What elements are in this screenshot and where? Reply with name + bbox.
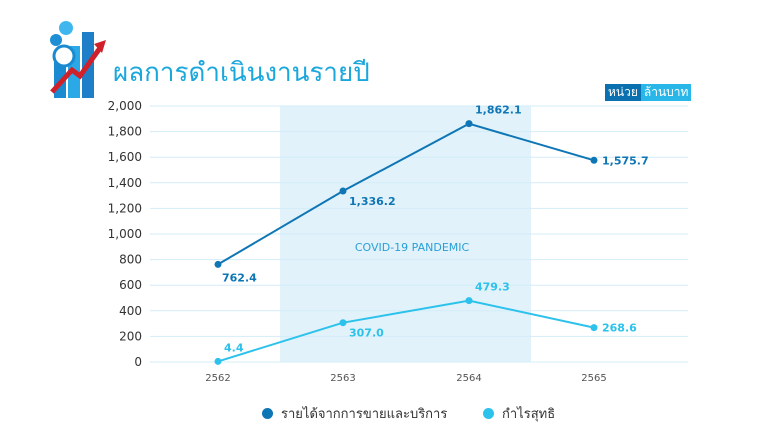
y-tick-label: 800 bbox=[119, 253, 142, 267]
data-label: 268.6 bbox=[602, 322, 637, 335]
legend-dot-revenue bbox=[262, 408, 273, 419]
series-line-revenue bbox=[217, 122, 595, 266]
y-tick-label: 1,200 bbox=[108, 201, 142, 215]
page-title: ผลการดำเนินงานรายปี bbox=[113, 58, 370, 88]
x-tick-label: 2564 bbox=[456, 373, 481, 384]
x-tick-label: 2562 bbox=[205, 373, 230, 384]
y-tick-label: 200 bbox=[119, 329, 142, 343]
data-point bbox=[214, 357, 222, 365]
data-point bbox=[590, 156, 598, 164]
legend-label-profit: กำไรสุทธิ bbox=[502, 407, 556, 422]
chart-legend: รายได้จากการขายและบริการ กำไรสุทธิ bbox=[0, 403, 780, 423]
y-tick-label: 1,400 bbox=[108, 176, 142, 190]
legend-dot-profit bbox=[483, 408, 494, 419]
data-point bbox=[465, 120, 473, 128]
y-tick-label: 1,000 bbox=[108, 227, 142, 241]
y-tick-label: 0 bbox=[134, 355, 142, 369]
y-tick-label: 2,000 bbox=[108, 99, 142, 113]
data-point bbox=[339, 187, 347, 195]
data-point bbox=[339, 319, 347, 327]
data-label: 762.4 bbox=[222, 271, 257, 284]
unit-badge: หน่วย ล้านบาท bbox=[605, 84, 692, 101]
series-line-profit bbox=[217, 299, 595, 363]
covid-band-label: COVID-19 PANDEMIC bbox=[355, 241, 470, 254]
legend-label-revenue: รายได้จากการขายและบริการ bbox=[281, 407, 448, 422]
y-tick-label: 1,600 bbox=[108, 150, 142, 164]
data-label: 1,862.1 bbox=[475, 104, 522, 117]
data-label: 1,575.7 bbox=[602, 154, 649, 167]
legend-item-revenue: รายได้จากการขายและบริการ bbox=[262, 403, 447, 424]
y-tick-label: 400 bbox=[119, 304, 142, 318]
chart-logo-icon bbox=[50, 21, 106, 98]
data-label: 479.3 bbox=[475, 281, 510, 294]
legend-item-profit: กำไรสุทธิ bbox=[483, 403, 555, 424]
data-point bbox=[214, 260, 222, 268]
data-point bbox=[465, 297, 473, 305]
unit-value: ล้านบาท bbox=[640, 84, 692, 101]
data-label: 4.4 bbox=[224, 341, 244, 354]
data-label: 307.0 bbox=[349, 327, 384, 340]
x-tick-label: 2565 bbox=[581, 373, 606, 384]
x-tick-label: 2563 bbox=[330, 373, 355, 384]
y-tick-label: 600 bbox=[119, 278, 142, 292]
unit-label: หน่วย bbox=[605, 84, 641, 101]
y-tick-label: 1,800 bbox=[108, 125, 142, 139]
data-label: 1,336.2 bbox=[349, 195, 396, 208]
data-point bbox=[590, 324, 598, 332]
